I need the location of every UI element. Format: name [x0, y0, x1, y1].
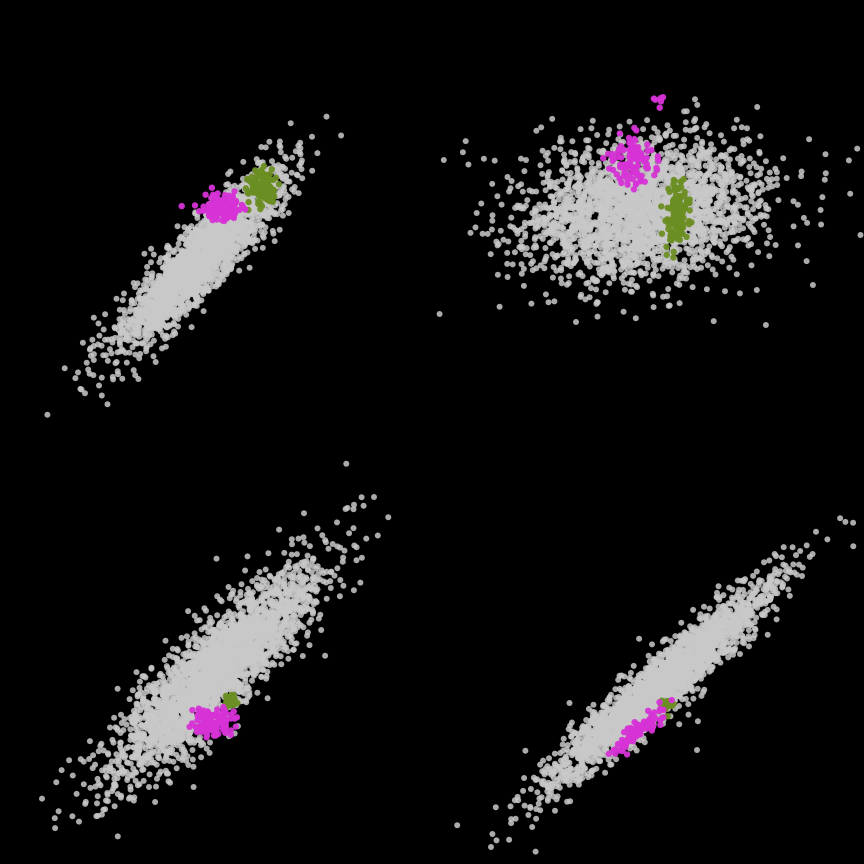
panel-top-right — [432, 0, 864, 432]
panel-bottom-left — [0, 432, 432, 864]
scatter-plot-top-right — [432, 0, 864, 432]
scatter-plot-bottom-right — [432, 432, 864, 864]
panel-bottom-right — [432, 432, 864, 864]
scatter-grid — [0, 0, 864, 864]
scatter-plot-bottom-left — [0, 432, 432, 864]
panel-top-left — [0, 0, 432, 432]
scatter-plot-top-left — [0, 0, 432, 432]
